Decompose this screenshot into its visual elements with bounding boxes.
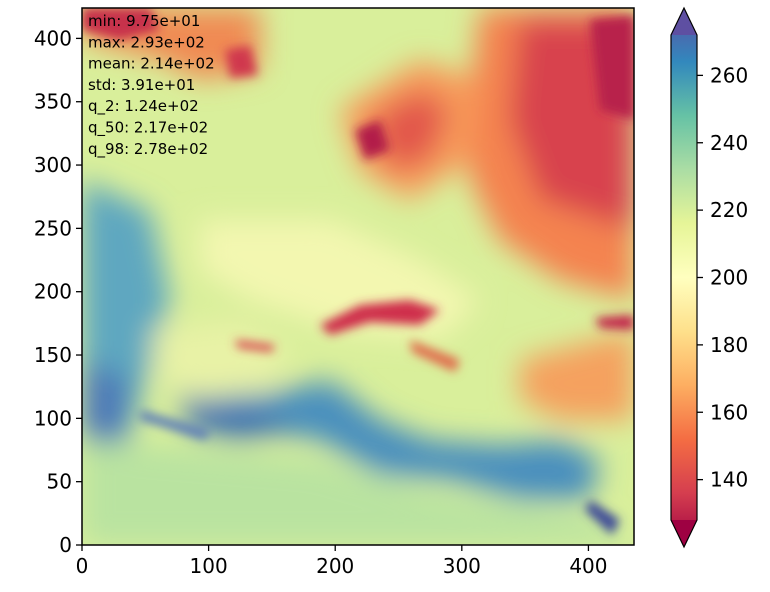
plot-frame: [81, 7, 635, 546]
y-tick-label: 0: [59, 533, 72, 557]
y-tick-label: 50: [47, 470, 72, 494]
x-axis: 0 100 200 300 400: [76, 545, 608, 578]
stat-line: q_2: 1.24e+02: [88, 97, 199, 116]
stats-annotation: min: 9.75e+01 max: 2.93e+02 mean: 2.14e+02…: [88, 12, 215, 159]
colorbar-tick-label: 200: [710, 266, 748, 290]
colorbar-tick-label: 140: [710, 468, 748, 492]
colorbar-tick-label: 160: [710, 400, 748, 424]
stat-line: max: 2.93e+02: [88, 33, 205, 51]
y-tick-label: 100: [34, 406, 72, 430]
y-tick-label: 300: [34, 153, 72, 177]
y-tick-label: 350: [34, 90, 72, 114]
colorbar-ticks: 140 160 180 200 220 240 260: [697, 63, 748, 492]
colorbar-tick-label: 180: [710, 333, 748, 357]
x-tick-label: 300: [443, 554, 481, 578]
y-axis: 0 50 100 150 200 250 300 350 400: [34, 26, 82, 557]
stat-line: q_50: 2.17e+02: [88, 119, 208, 138]
y-tick-label: 400: [34, 26, 72, 50]
y-tick-label: 250: [34, 216, 72, 240]
stat-line: q_98: 2.78e+02: [88, 140, 208, 159]
stat-line: mean: 2.14e+02: [88, 55, 215, 73]
y-tick-label: 150: [34, 343, 72, 367]
y-tick-label: 200: [34, 280, 72, 304]
x-tick-label: 400: [569, 554, 607, 578]
x-tick-label: 0: [76, 554, 89, 578]
stat-line: std: 3.91e+01: [88, 76, 195, 94]
heatmap-image: [82, 8, 634, 545]
x-tick-label: 100: [190, 554, 228, 578]
colorbar: 140 160 180 200 220 240 260: [670, 6, 748, 549]
colorbar-tick-label: 220: [710, 198, 748, 222]
colorbar-tick-label: 260: [710, 63, 748, 87]
x-tick-label: 200: [316, 554, 354, 578]
stat-line: min: 9.75e+01: [88, 12, 200, 30]
colorbar-tick-label: 240: [710, 131, 748, 155]
